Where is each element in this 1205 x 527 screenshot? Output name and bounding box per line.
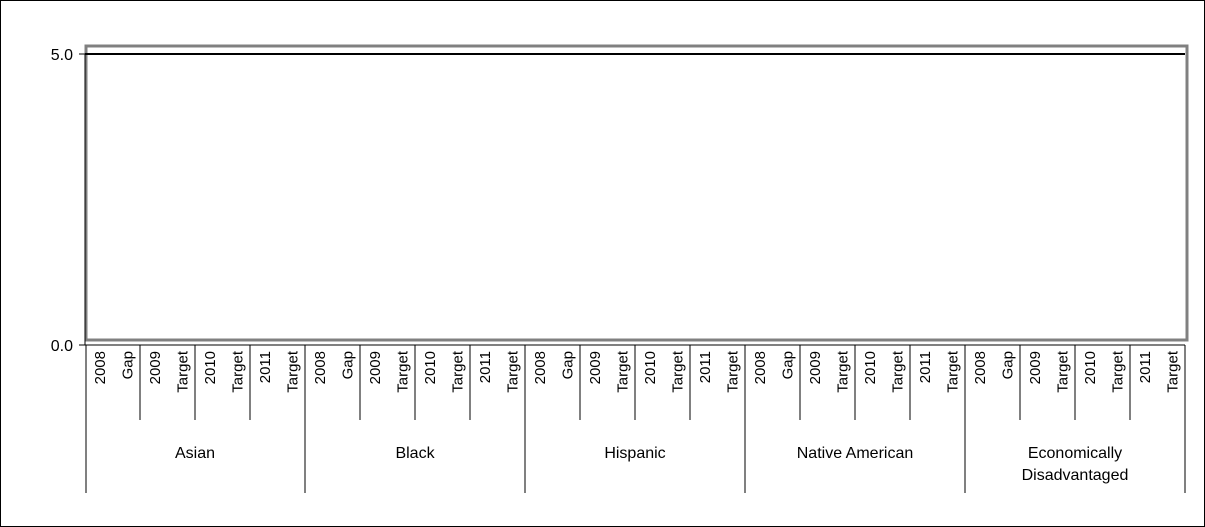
y-tick-label: 0.0: [51, 338, 73, 355]
category-label: Target: [889, 350, 906, 393]
category-label: Target: [1109, 350, 1126, 393]
category-label: 2009: [367, 351, 384, 384]
y-tick-labels: 0.0 5.0: [51, 47, 73, 355]
category-label: 2009: [1027, 351, 1044, 384]
category-label: Target: [449, 350, 466, 393]
axes-layer: [79, 53, 1186, 493]
category-label: 2008: [752, 351, 769, 384]
y-tick-label: 5.0: [51, 47, 73, 64]
category-label: Target: [504, 350, 521, 393]
category-label: 2009: [587, 351, 604, 384]
category-label: Target: [394, 350, 411, 393]
x-group-labels: Asian Black Hispanic Native American Economi…: [175, 445, 1128, 484]
category-label: 2011: [257, 351, 274, 383]
group-label: Economically Disadvantaged: [1022, 445, 1129, 484]
category-label: 2011: [477, 351, 494, 383]
category-label: Gap: [339, 351, 356, 379]
category-label: Target: [284, 350, 301, 393]
category-label: Gap: [779, 351, 796, 379]
category-label: Gap: [999, 351, 1016, 379]
category-label: Gap: [559, 351, 576, 379]
category-label: 2010: [862, 351, 879, 384]
category-label: Target: [1164, 350, 1181, 393]
category-label: 2008: [972, 351, 989, 384]
group-label: Asian: [175, 445, 215, 462]
category-label: Target: [669, 350, 686, 393]
category-label: Target: [944, 350, 961, 393]
category-label: 2008: [92, 351, 109, 384]
category-label: Target: [614, 350, 631, 393]
category-label: Target: [174, 350, 191, 393]
category-label: 2010: [422, 351, 439, 384]
category-label: 2009: [807, 351, 824, 384]
category-label: 2011: [917, 351, 934, 383]
plot-area: [84, 44, 1189, 342]
group-label: Black: [395, 445, 435, 462]
group-label: Native American: [797, 445, 914, 462]
x-category-labels: 2008 Gap 2009 Target 2010 Target 2011 Target 200…: [92, 350, 1182, 393]
category-label: 2010: [642, 351, 659, 384]
category-label: Target: [229, 350, 246, 393]
category-label: Target: [1054, 350, 1071, 393]
category-label: 2010: [1082, 351, 1099, 384]
category-label: 2008: [312, 351, 329, 384]
category-label: 2010: [202, 351, 219, 384]
category-label: Target: [724, 350, 741, 393]
category-label: 2008: [532, 351, 549, 384]
category-label: 2011: [697, 351, 714, 383]
group-label: Hispanic: [604, 445, 665, 462]
category-label: Target: [834, 350, 851, 393]
category-label: Gap: [119, 351, 136, 379]
category-label: 2011: [1137, 351, 1154, 383]
category-label: 2009: [147, 351, 164, 384]
